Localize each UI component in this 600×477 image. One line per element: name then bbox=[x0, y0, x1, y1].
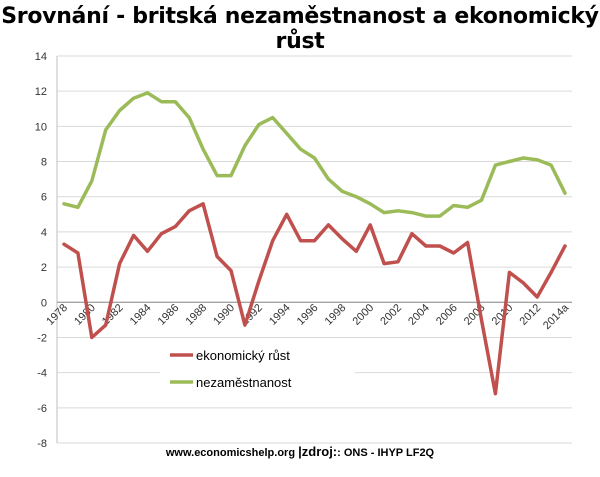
x-tick-label: 2006 bbox=[434, 302, 460, 328]
footer-site: www.economicshelp.org bbox=[165, 447, 296, 459]
x-tick-label: 2000 bbox=[350, 302, 376, 328]
series-line-unemployment bbox=[62, 91, 567, 218]
footer-source-label: |zdroj: bbox=[298, 444, 338, 459]
x-tick-label: 1982 bbox=[100, 302, 126, 328]
x-tick-label: 1988 bbox=[183, 302, 209, 328]
y-tick-label: 12 bbox=[35, 86, 47, 98]
y-tick-label: 14 bbox=[35, 51, 47, 63]
x-tick-label: 1990 bbox=[211, 302, 237, 328]
x-tick-label: 2002 bbox=[378, 302, 404, 328]
x-tick-label: 1996 bbox=[295, 302, 321, 328]
x-tick-label: 1984 bbox=[128, 302, 154, 328]
y-tick-label: 4 bbox=[41, 227, 47, 239]
x-tick-label: 2004 bbox=[406, 302, 432, 328]
x-tick-label: 2014a bbox=[541, 301, 572, 332]
legend-label: ekonomický růst bbox=[196, 348, 290, 363]
x-tick-label: 1994 bbox=[267, 302, 293, 328]
y-tick-label: 0 bbox=[41, 297, 47, 309]
y-tick-label: -2 bbox=[37, 332, 47, 344]
legend-box bbox=[160, 340, 355, 400]
y-tick-label: -6 bbox=[37, 403, 47, 415]
y-tick-label: -8 bbox=[37, 438, 47, 450]
x-tick-label: 1986 bbox=[156, 302, 182, 328]
y-tick-label: -4 bbox=[37, 368, 47, 380]
x-tick-label: 2012 bbox=[518, 302, 544, 328]
chart-footer: www.economicshelp.org |zdroj:: ONS - IHY… bbox=[0, 444, 600, 459]
series-line-economic-growth bbox=[62, 202, 567, 396]
y-tick-label: 6 bbox=[41, 192, 47, 204]
legend-label: nezaměstnanost bbox=[196, 375, 292, 390]
y-tick-label: 8 bbox=[41, 157, 47, 169]
x-tick-label: 1998 bbox=[323, 302, 349, 328]
footer-source: : ONS - IHYP LF2Q bbox=[337, 447, 435, 459]
y-tick-label: 10 bbox=[35, 121, 47, 133]
y-tick-label: 2 bbox=[41, 262, 47, 274]
chart-title: Srovnání - britská nezaměstnanost a ekon… bbox=[1, 4, 599, 54]
